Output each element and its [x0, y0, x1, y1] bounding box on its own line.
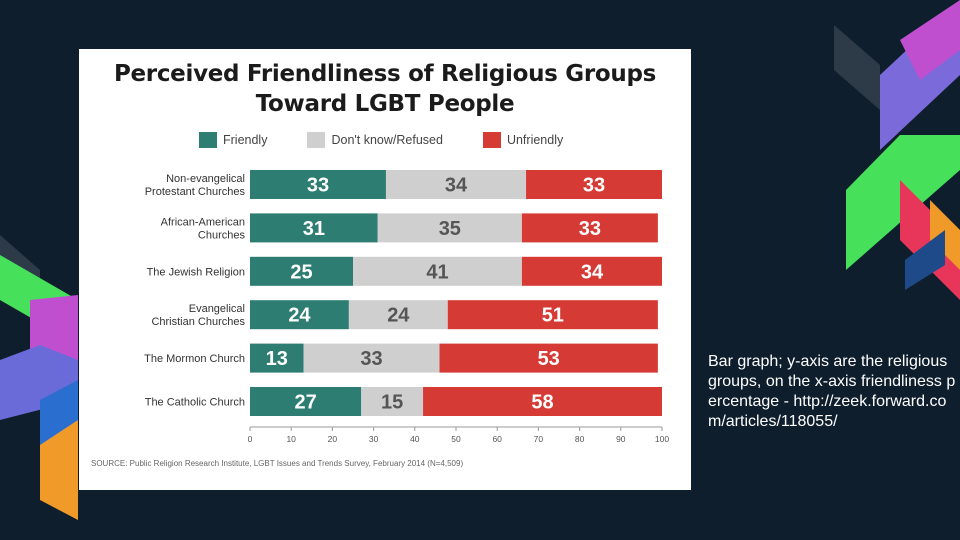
data-label: 34	[445, 175, 468, 197]
bar-segment	[250, 300, 349, 330]
legend-swatch	[482, 132, 501, 148]
bar-segment	[353, 256, 522, 286]
legend-swatch	[199, 132, 217, 148]
category-label: African-American Churches	[161, 216, 246, 241]
deco-shape	[834, 25, 880, 110]
category-label: The Catholic Church	[145, 397, 245, 409]
x-tick-label: 100	[655, 434, 669, 444]
data-label: 25	[290, 261, 312, 283]
bar-segment	[250, 256, 353, 286]
x-tick-label: 40	[410, 434, 420, 444]
data-label: 51	[542, 305, 564, 327]
caption-text: Bar graph; y-axis are the religious grou…	[708, 353, 956, 430]
deco-shape	[40, 420, 78, 520]
bar-segment	[361, 387, 424, 416]
chart-title: Perceived Friendliness of Religious Grou…	[79, 59, 691, 119]
deco-shape	[900, 0, 960, 80]
category-label: Evangelical Christian Churches	[151, 303, 245, 328]
data-label: 15	[381, 392, 403, 414]
bar-segment	[385, 170, 527, 199]
bar-segment	[348, 300, 448, 330]
x-tick-label: 10	[286, 434, 296, 444]
bar-segment	[250, 343, 304, 373]
bar-segment	[377, 213, 522, 243]
x-tick-label: 50	[451, 434, 461, 444]
data-label: 33	[307, 175, 329, 197]
legend-label: Friendly	[223, 133, 268, 147]
bar-segment	[521, 213, 658, 243]
data-label: 58	[531, 392, 553, 414]
x-tick-label: 70	[534, 434, 544, 444]
bar-segment	[521, 256, 662, 286]
data-label: 27	[294, 392, 316, 414]
legend-item-friendly: Friendly	[199, 132, 267, 148]
legend-item-dont-know: Don't know/Refused	[307, 132, 443, 148]
data-label: 41	[426, 261, 448, 283]
bar-segment	[250, 213, 378, 243]
bar-segment	[447, 300, 658, 330]
data-label: 31	[303, 218, 325, 240]
x-tick-label: 80	[575, 434, 585, 444]
bar-segment	[423, 387, 662, 416]
bar-segment	[439, 343, 658, 373]
legend-label: Unfriendly	[506, 133, 564, 147]
bar-segment	[303, 343, 440, 373]
legend: Friendly Don't know/Refused Unfriendly	[199, 131, 603, 149]
legend-swatch	[307, 132, 326, 148]
category-label: The Mormon Church	[144, 353, 245, 365]
source-note: SOURCE: Public Religion Research Institu…	[91, 459, 464, 468]
x-tick-label: 60	[492, 434, 502, 444]
x-tick-label: 20	[328, 434, 338, 444]
data-label: 24	[288, 305, 311, 327]
bar-segment	[250, 170, 386, 199]
data-label: 53	[538, 348, 560, 370]
data-label: 34	[581, 261, 604, 283]
chart-title-line: Perceived Friendliness of Religious Grou…	[113, 61, 657, 87]
plot-area: Non-evangelical Protestant Churches 33 34 33…	[144, 170, 669, 444]
deco-shape	[905, 230, 945, 290]
data-label: 33	[583, 175, 605, 197]
legend-item-unfriendly: Unfriendly	[482, 132, 564, 148]
x-tick-label: 30	[369, 434, 379, 444]
bar-segment	[526, 170, 662, 199]
chart-card: Perceived Friendliness of Religious Grou…	[79, 49, 691, 490]
x-tick-label: 0	[248, 434, 253, 444]
chart-title-line: Toward LGBT People	[255, 91, 515, 117]
category-label: The Jewish Religion	[147, 266, 245, 278]
x-tick-label: 90	[616, 434, 626, 444]
legend-label: Don't know/Refused	[331, 133, 443, 147]
data-label: 24	[387, 305, 410, 327]
data-label: 33	[360, 348, 382, 370]
data-label: 33	[579, 218, 601, 240]
category-label: Non-evangelical Protestant Churches	[145, 173, 246, 198]
data-label: 35	[439, 218, 461, 240]
bar-segment	[250, 387, 362, 416]
data-label: 13	[266, 348, 288, 370]
